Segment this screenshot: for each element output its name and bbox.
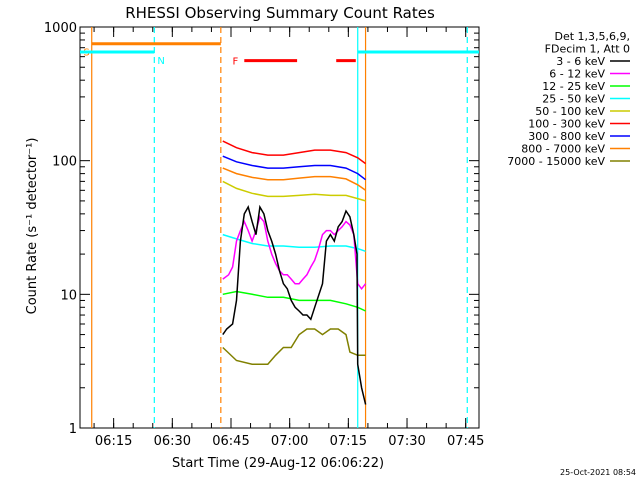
mode-annotation-label: N xyxy=(157,56,164,67)
plot-marks: SNF xyxy=(80,27,479,428)
legend-entry-label: 7000 - 15000 keV xyxy=(507,155,605,168)
chart-title: RHESSI Observing Summary Count Rates xyxy=(125,4,435,22)
series-line-50-100-kev xyxy=(222,180,366,202)
legend: Det 1,3,5,6,9,FDecim 1, Att 03 - 6 keV6 … xyxy=(507,30,630,168)
series-line-300-800-kev xyxy=(222,155,367,181)
x-axis-label: Start Time (29-Aug-12 06:06:22) xyxy=(172,456,384,471)
flare-annotation-label: F xyxy=(233,57,239,68)
x-tick-label: 07:00 xyxy=(271,434,308,449)
series-line-12-25-kev xyxy=(222,290,366,312)
y-tick-label: 1 xyxy=(69,422,77,437)
legend-entry-label: 25 - 50 keV xyxy=(542,93,605,106)
x-tick-label: 06:45 xyxy=(212,434,249,449)
y-tick-label: 10 xyxy=(60,288,77,303)
footer-timestamp: 25-Oct-2021 08:54 xyxy=(560,468,636,477)
series-line-7000-15000-kev xyxy=(222,328,366,365)
plot-axes: 1 10 100 1000 06:15 06:30 06:45 07:00 07:15 07:30… xyxy=(44,21,485,449)
legend-header: Det 1,3,5,6,9, xyxy=(554,30,630,43)
y-tick-label: 1000 xyxy=(44,21,77,36)
x-tick-label: 06:15 xyxy=(95,434,132,449)
legend-header: FDecim 1, Att 0 xyxy=(545,43,630,56)
y-tick-label: 100 xyxy=(52,155,77,170)
legend-entry-label: 3 - 6 keV xyxy=(556,55,605,68)
legend-entry-label: 100 - 300 keV xyxy=(528,118,605,131)
series-line-25-50-kev xyxy=(222,233,366,253)
legend-entry-label: 50 - 100 keV xyxy=(535,105,605,118)
legend-entry-label: 12 - 25 keV xyxy=(542,80,605,93)
legend-entry-label: 6 - 12 keV xyxy=(549,68,605,81)
x-tick-label: 06:30 xyxy=(154,434,191,449)
series-line-100-300-kev xyxy=(222,140,367,165)
legend-entry-label: 800 - 7000 keV xyxy=(521,143,605,156)
x-tick-label: 07:30 xyxy=(388,434,425,449)
x-tick-label: 07:15 xyxy=(330,434,367,449)
series-line-3-6-kev xyxy=(222,204,367,405)
y-axis-label: Count Rate (s⁻¹ detector⁻¹) xyxy=(25,138,40,315)
series-line-800-7000-kev xyxy=(222,167,367,191)
x-tick-label: 07:45 xyxy=(447,434,484,449)
series-line-6-12-kev xyxy=(222,215,367,291)
legend-entry-label: 300 - 800 keV xyxy=(528,130,605,143)
plot-frame xyxy=(79,26,480,429)
